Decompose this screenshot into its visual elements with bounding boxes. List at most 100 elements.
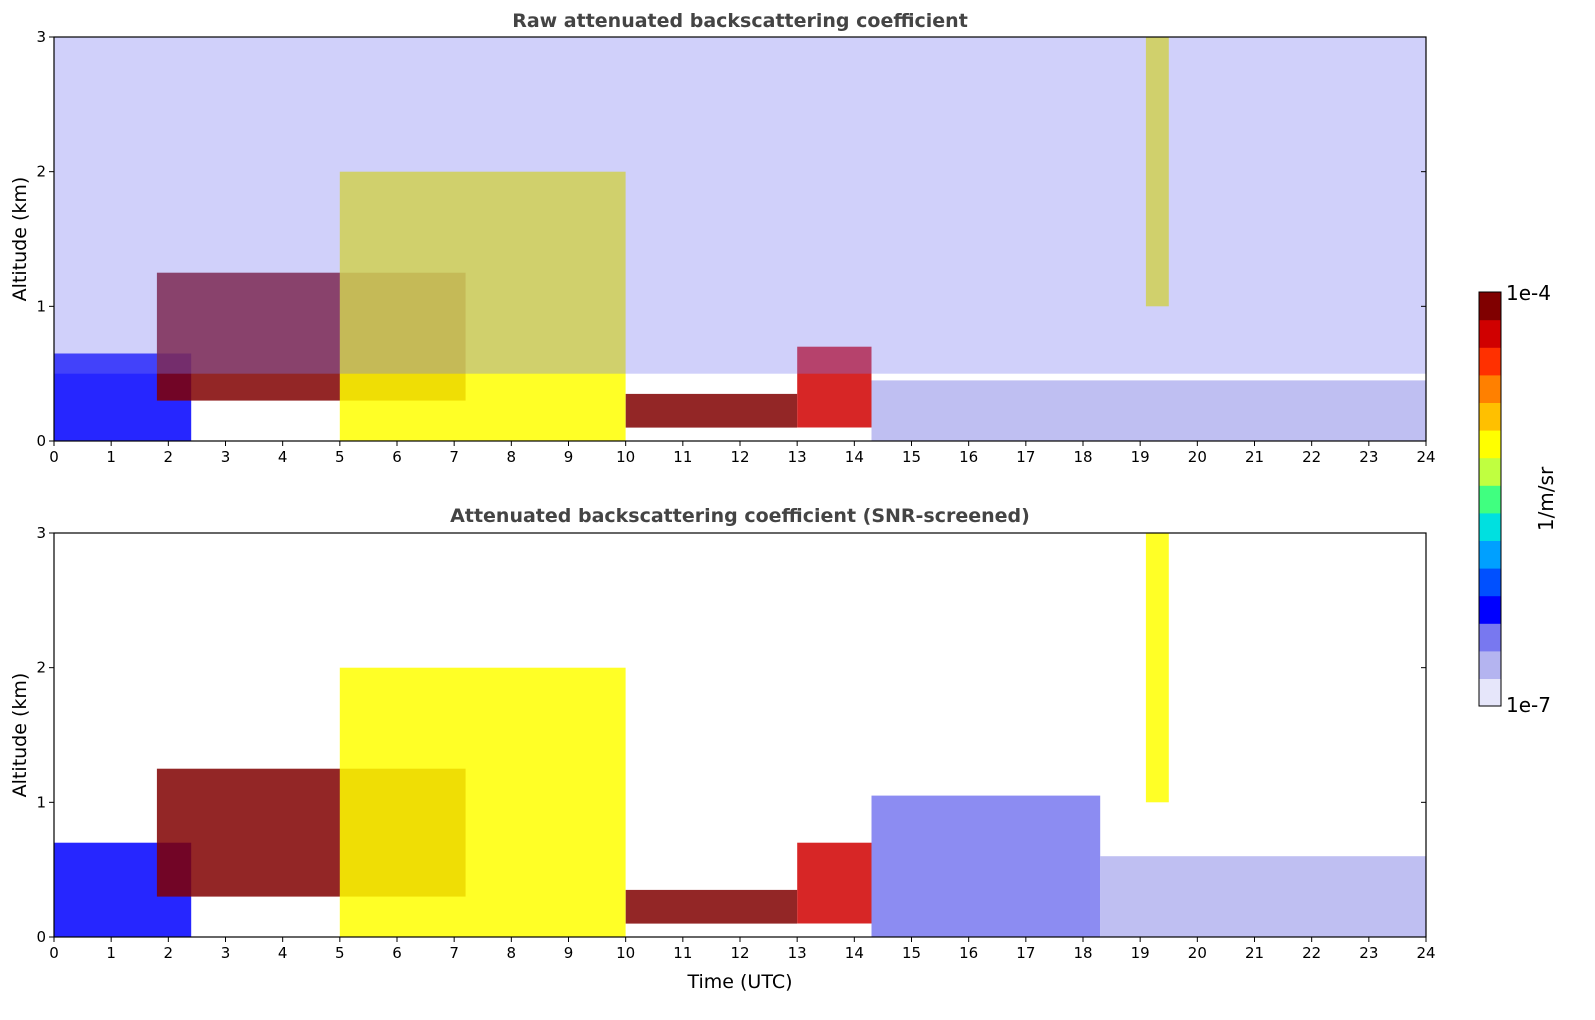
x-tick-label: 21 (1245, 944, 1264, 962)
heatmap-feature-aerosol-layer (339, 667, 626, 937)
x-tick-label: 13 (788, 944, 807, 962)
x-tick-label: 3 (221, 944, 231, 962)
x-tick-label: 10 (616, 944, 635, 962)
x-tick-label: 20 (1188, 944, 1207, 962)
colorbar-unit-label: 1/m/sr (1534, 466, 1558, 531)
x-tick-label: 1 (106, 944, 116, 962)
x-tick-label: 23 (1359, 448, 1378, 466)
colorbar-step (1479, 347, 1501, 376)
colorbar-step (1479, 319, 1501, 348)
y-tick-label: 0 (36, 928, 46, 946)
x-tick-label: 8 (507, 944, 517, 962)
x-tick-label: 12 (730, 448, 749, 466)
x-tick-label: 9 (564, 448, 574, 466)
screened-backscatter-panel: Attenuated backscattering coefficient (S… (9, 505, 1436, 993)
colorbar-step (1479, 292, 1501, 321)
heatmap-feature-noise (54, 37, 1426, 374)
colorbar-step (1479, 595, 1501, 624)
x-tick-label: 17 (1016, 448, 1035, 466)
x-tick-label: 8 (507, 448, 517, 466)
heatmap-feature-weak-surface-layer (1100, 856, 1426, 937)
x-tick-label: 3 (221, 448, 231, 466)
y-tick-label: 2 (36, 659, 46, 677)
raw-y-axis-label: Altitude (km) (9, 177, 31, 302)
x-tick-label: 24 (1416, 448, 1435, 466)
x-tick-label: 20 (1188, 448, 1207, 466)
colorbar-step (1479, 623, 1501, 652)
x-tick-label: 14 (845, 448, 864, 466)
x-tick-label: 2 (164, 944, 174, 962)
y-tick-label: 3 (36, 28, 46, 46)
heatmap-feature-low-layer (625, 889, 798, 924)
x-tick-label: 17 (1016, 944, 1035, 962)
heatmap-feature-residual-layer (871, 795, 1101, 937)
x-tick-label: 18 (1073, 448, 1092, 466)
raw-panel-title: Raw attenuated backscattering coefficien… (512, 10, 968, 32)
screened-x-ticks: 0 1 2 3 4 5 6 7 8 9 10 11 12 13 14 15 16 17 18 19 20 21 22 23 24 (49, 937, 1436, 962)
colorbar: 1e-4 1e-7 1/m/sr (1478, 281, 1558, 717)
screened-y-axis-label: Altitude (km) (9, 673, 31, 798)
heatmap-feature-clear-sky-low-signal (871, 380, 1426, 441)
x-tick-label: 23 (1359, 944, 1378, 962)
colorbar-step (1479, 650, 1501, 679)
x-tick-label: 11 (673, 448, 692, 466)
x-tick-label: 0 (49, 944, 59, 962)
heatmap-feature-cirrus-streak (1145, 533, 1169, 803)
x-tick-label: 7 (449, 448, 459, 466)
x-tick-label: 16 (959, 944, 978, 962)
x-tick-label: 15 (902, 448, 921, 466)
colorbar-step (1479, 678, 1501, 707)
colorbar-max-label: 1e-4 (1506, 281, 1551, 305)
colorbar-step (1479, 430, 1501, 459)
colorbar-step (1479, 374, 1501, 403)
colorbar-step (1479, 485, 1501, 514)
screened-y-ticks: 0 1 2 3 (36, 524, 1426, 946)
x-tick-label: 10 (616, 448, 635, 466)
x-tick-label: 2 (164, 448, 174, 466)
colorbar-scale (1479, 292, 1501, 707)
x-tick-label: 14 (845, 944, 864, 962)
x-tick-label: 9 (564, 944, 574, 962)
colorbar-step (1479, 540, 1501, 569)
x-tick-label: 22 (1302, 448, 1321, 466)
x-tick-label: 19 (1131, 448, 1150, 466)
y-tick-label: 1 (36, 297, 46, 315)
x-tick-label: 18 (1073, 944, 1092, 962)
x-tick-label: 22 (1302, 944, 1321, 962)
y-tick-label: 3 (36, 524, 46, 542)
x-tick-label: 12 (730, 944, 749, 962)
screened-heatmap (54, 533, 1426, 937)
x-tick-label: 4 (278, 448, 288, 466)
colorbar-step (1479, 402, 1501, 431)
heatmap-feature-aerosol-layer (339, 171, 626, 441)
x-tick-label: 7 (449, 944, 459, 962)
colorbar-frame (1478, 291, 1502, 707)
heatmap-feature-broken-layer (797, 842, 872, 924)
x-tick-label: 21 (1245, 448, 1264, 466)
x-tick-label: 15 (902, 944, 921, 962)
raw-heatmap (54, 37, 1426, 441)
colorbar-step (1479, 568, 1501, 597)
x-tick-label: 11 (673, 944, 692, 962)
heatmap-feature-cirrus-streak (1145, 37, 1169, 307)
screened-panel-title: Attenuated backscattering coefficient (S… (450, 505, 1030, 527)
y-tick-label: 1 (36, 793, 46, 811)
x-tick-label: 16 (959, 448, 978, 466)
raw-backscatter-panel: Raw attenuated backscattering coefficien… (9, 10, 1436, 466)
heatmap-feature-low-layer (625, 393, 798, 428)
x-axis-label: Time (UTC) (686, 971, 792, 993)
x-tick-label: 6 (392, 944, 402, 962)
x-tick-label: 5 (335, 944, 345, 962)
raw-x-ticks: 0 1 2 3 4 5 6 7 8 9 10 11 12 13 14 15 16 17 18 19 20 21 22 23 24 (49, 441, 1436, 466)
x-tick-label: 1 (106, 448, 116, 466)
x-tick-label: 0 (49, 448, 59, 466)
y-tick-label: 0 (36, 432, 46, 450)
colorbar-step (1479, 457, 1501, 486)
x-tick-label: 13 (788, 448, 807, 466)
colorbar-step (1479, 512, 1501, 541)
colorbar-min-label: 1e-7 (1506, 693, 1551, 717)
y-tick-label: 2 (36, 163, 46, 181)
heatmap-feature-broken-layer (797, 346, 872, 428)
raw-y-ticks: 0 1 2 3 (36, 28, 1426, 450)
